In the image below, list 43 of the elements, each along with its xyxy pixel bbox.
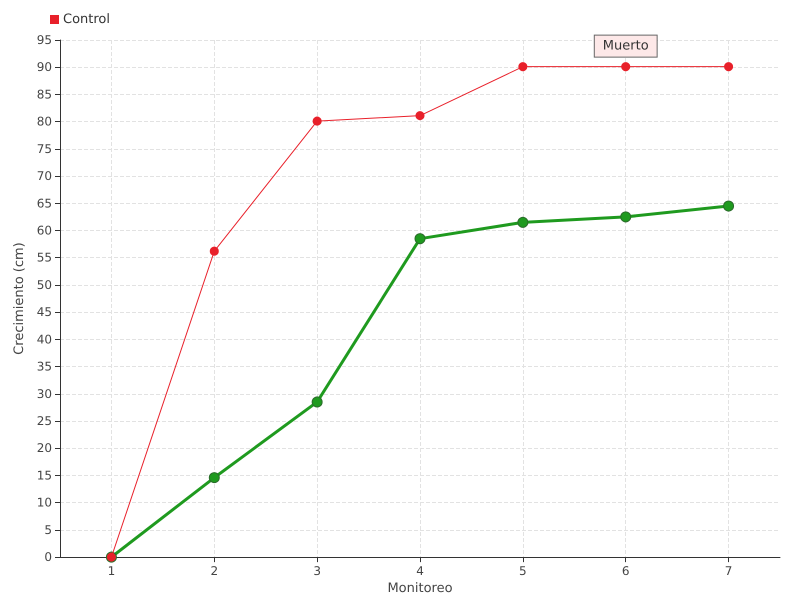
point (416, 111, 424, 120)
x-tick-label: 6 (622, 564, 630, 578)
x-tick-label: 7 (724, 564, 732, 578)
point (414, 233, 426, 244)
y-tick-label: 95 (36, 33, 52, 47)
point (312, 116, 322, 126)
y-tick-label: 0 (44, 550, 52, 564)
y-tick-label: 80 (36, 114, 52, 129)
x-tick-label: 2 (210, 564, 218, 578)
y-tick-label: 5 (44, 522, 52, 537)
point (621, 62, 630, 72)
legend-label: Control (63, 12, 110, 27)
y-tick-label: 60 (36, 224, 52, 238)
y-tick-label: 85 (36, 87, 52, 102)
point (312, 396, 323, 408)
point (208, 472, 220, 484)
point (723, 200, 734, 212)
x-tick-label: 5 (519, 564, 527, 578)
y-tick-label: 55 (36, 250, 52, 265)
y-tick-label: 45 (36, 305, 52, 320)
point (620, 211, 632, 222)
y-tick-label: 20 (36, 441, 52, 456)
y-tick-label: 50 (36, 278, 52, 292)
y-axis-title: Crecimiento (cm) (12, 242, 27, 355)
y-tick-label: 75 (36, 142, 52, 156)
y-tick-label: 65 (36, 196, 52, 210)
x-tick-label: 3 (313, 564, 321, 578)
y-tick-label: 40 (36, 332, 52, 346)
x-axis-title: Monitoreo (387, 581, 453, 596)
x-tick-label: 4 (416, 564, 424, 578)
y-tick-label: 90 (36, 60, 52, 74)
point (210, 246, 219, 256)
annotation: Muerto (602, 38, 649, 54)
x-tick-label: 1 (108, 564, 116, 578)
y-tick-label: 70 (36, 169, 52, 184)
y-tick-label: 30 (36, 386, 52, 401)
y-tick-label: 10 (36, 496, 52, 510)
point (517, 216, 528, 228)
y-tick-label: 35 (36, 360, 52, 374)
y-tick-label: 15 (36, 468, 52, 482)
point (724, 62, 734, 72)
point (518, 62, 528, 72)
y-tick-label: 25 (36, 414, 52, 428)
